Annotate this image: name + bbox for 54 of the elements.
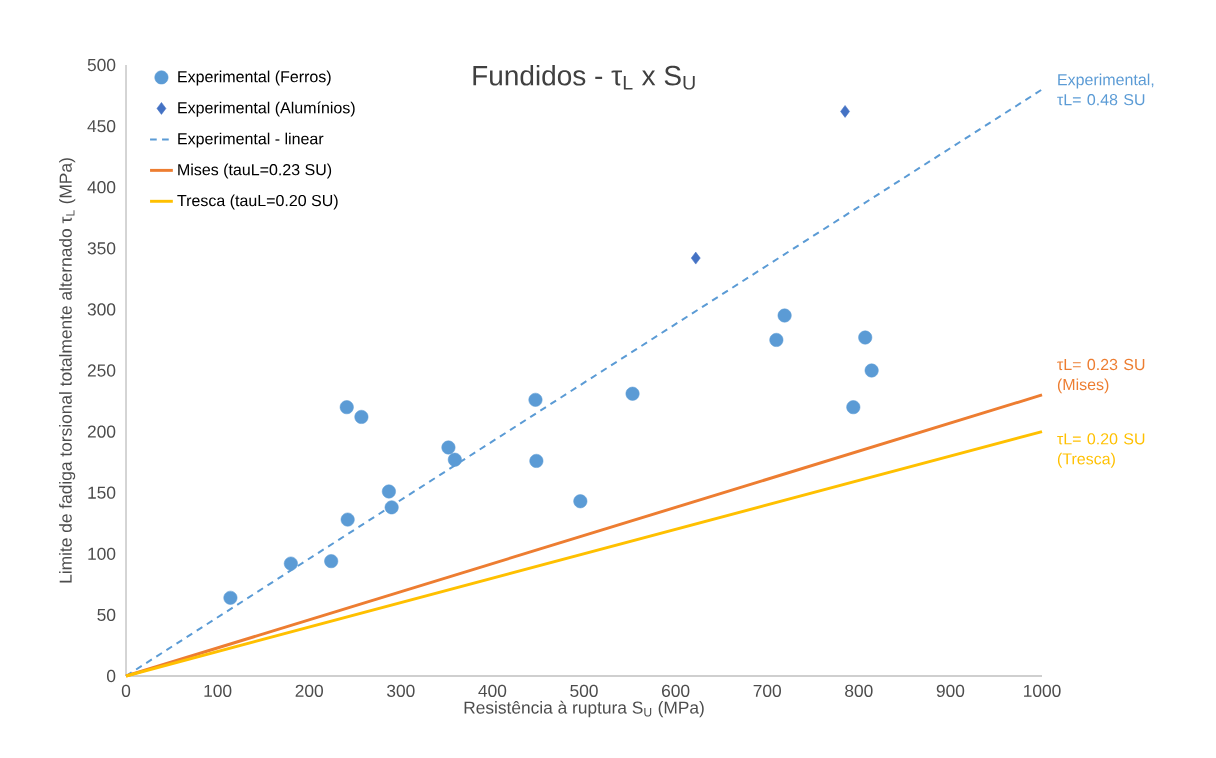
- y-axis-title: Limite de fadiga torsional totalmente alternado τ$_{L}$ (MPa): [59, 158, 76, 583]
- point: [340, 512, 355, 527]
- x-tick-label: 700: [753, 684, 781, 697]
- y-tick-label: 400: [87, 181, 116, 194]
- text: τL= 0.20 SU (Tresca): [1057, 433, 1145, 468]
- point: [283, 556, 298, 571]
- legend-label: Experimental (Ferros): [178, 70, 331, 86]
- legend-label: Experimental (Alumínios): [178, 101, 355, 117]
- point: [223, 590, 238, 605]
- chart-title: Fundidos - τ$_{L}$ x S$_{U}$: [473, 65, 695, 90]
- y-tick-label: 450: [87, 119, 116, 133]
- point: [777, 308, 792, 323]
- x-tick-label: 200: [295, 684, 323, 697]
- point: [528, 392, 543, 407]
- y-tick-label: 100: [88, 547, 116, 560]
- point: [381, 484, 396, 499]
- x-tick-label: 600: [662, 684, 690, 697]
- point: [690, 251, 701, 265]
- point: [769, 333, 784, 347]
- x-tick-label: 800: [845, 684, 873, 697]
- y-tick-label: 150: [88, 486, 116, 499]
- point: [384, 500, 399, 515]
- x-tick-label: 100: [204, 684, 232, 697]
- y-tick-label: 500: [87, 58, 116, 72]
- point: [354, 410, 369, 424]
- legend-label: Tresca (tauL=0.20 SU): [177, 194, 338, 210]
- point: [529, 453, 544, 468]
- point: [846, 400, 861, 415]
- x-axis-title: Resistência à ruptura S$_{U}$ (MPa): [464, 700, 704, 718]
- x-tick-label: 300: [387, 684, 415, 697]
- legend-label: Experimental - linear: [178, 132, 324, 148]
- x-tick-label: 500: [570, 684, 598, 697]
- y-tick-label: 250: [87, 364, 116, 377]
- x-tick-label: 400: [478, 684, 507, 697]
- legend-label: Mises (tauL=0.23 SU): [178, 163, 332, 179]
- y-tick-label: 300: [87, 303, 116, 316]
- point: [864, 363, 879, 378]
- point: [858, 330, 873, 345]
- y-tick-label: 50: [97, 608, 116, 622]
- point: [339, 400, 354, 415]
- y-tick-label: 350: [87, 242, 116, 255]
- y-tick-label: 200: [87, 425, 116, 438]
- point: [573, 494, 588, 509]
- text: Experimental, τL= 0.48 SU: [1057, 73, 1154, 106]
- point: [441, 440, 456, 455]
- text: τL= 0.23 SU (Mises): [1057, 358, 1145, 394]
- point: [625, 386, 640, 401]
- x-tick-label: 900: [936, 684, 965, 697]
- x-tick-label: 0: [121, 684, 131, 697]
- x-tick-label: 1000: [1024, 684, 1061, 697]
- point: [324, 554, 339, 569]
- y-tick-label: 0: [106, 669, 116, 683]
- point: [447, 452, 462, 467]
- point: [840, 105, 850, 118]
